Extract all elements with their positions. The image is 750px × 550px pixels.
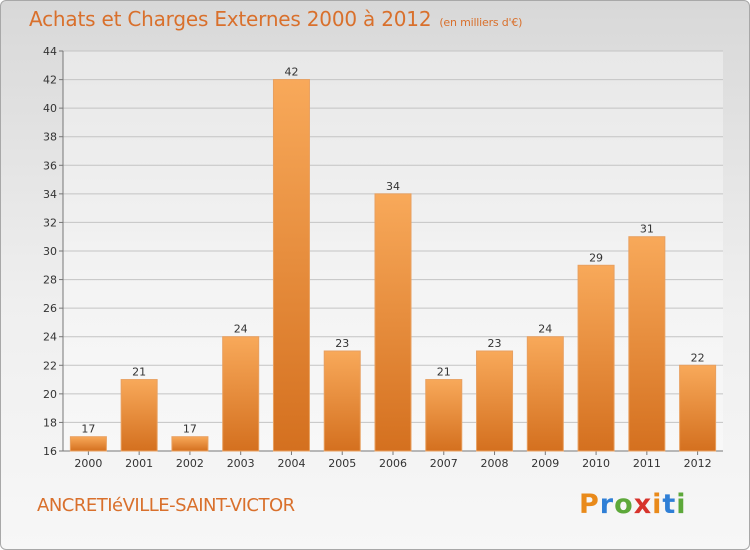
data-label: 21 xyxy=(132,366,146,379)
x-tick-label: 2012 xyxy=(684,457,712,470)
y-tick-label: 24 xyxy=(43,331,57,344)
logo-letter: i xyxy=(652,489,663,520)
data-label: 22 xyxy=(691,351,705,364)
logo-letter: t xyxy=(662,489,677,520)
data-label: 23 xyxy=(488,337,502,350)
bar xyxy=(374,193,412,452)
logo-letter: x xyxy=(633,489,653,520)
x-tick-label: 2010 xyxy=(582,457,610,470)
data-label: 34 xyxy=(386,180,400,193)
bar xyxy=(628,236,666,452)
data-label: 42 xyxy=(284,66,298,79)
bar xyxy=(577,264,615,452)
y-tick-label: 28 xyxy=(43,274,57,287)
title-text: Achats et Charges Externes 2000 à 2012 xyxy=(29,7,432,31)
bar xyxy=(425,379,463,452)
y-tick-label: 34 xyxy=(43,188,57,201)
x-tick-label: 2011 xyxy=(633,457,661,470)
logo-letter: o xyxy=(614,489,634,520)
chart-subtitle: (en milliers d'€) xyxy=(439,16,523,29)
data-label: 29 xyxy=(589,251,603,264)
x-tick-label: 2008 xyxy=(481,457,509,470)
bar xyxy=(323,350,361,452)
y-tick-label: 40 xyxy=(43,102,57,115)
data-label: 23 xyxy=(335,337,349,350)
bar xyxy=(272,79,310,452)
bar xyxy=(476,350,514,452)
y-tick-label: 38 xyxy=(43,131,57,144)
x-tick-label: 2007 xyxy=(430,457,458,470)
logo-letter: i xyxy=(676,489,687,520)
x-tick-label: 2006 xyxy=(379,457,407,470)
bar xyxy=(222,336,260,452)
logo-letter: r xyxy=(599,489,615,520)
logo-letter: P xyxy=(579,489,600,520)
y-tick-label: 30 xyxy=(43,245,57,258)
x-tick-label: 2003 xyxy=(227,457,255,470)
x-tick-label: 2005 xyxy=(328,457,356,470)
bar xyxy=(120,379,158,452)
data-label: 24 xyxy=(234,323,248,336)
bar xyxy=(171,436,209,452)
y-tick-label: 20 xyxy=(43,388,57,401)
data-label: 24 xyxy=(538,323,552,336)
bar xyxy=(679,364,717,452)
data-label: 17 xyxy=(183,423,197,436)
data-label: 31 xyxy=(640,223,654,236)
y-tick-label: 26 xyxy=(43,302,57,315)
data-label: 17 xyxy=(81,423,95,436)
data-label: 21 xyxy=(437,366,451,379)
x-tick-label: 2001 xyxy=(125,457,153,470)
data-labels: 17 21 17 24 42 23 34 21 23 24 29 31 22 xyxy=(81,66,704,436)
chart-title: Achats et Charges Externes 2000 à 2012 (e… xyxy=(29,7,522,31)
bars xyxy=(69,79,717,452)
bar xyxy=(526,336,564,452)
x-tick-label: 2004 xyxy=(277,457,305,470)
y-tick-label: 22 xyxy=(43,359,57,372)
commune-name: ANCRETIéVILLE-SAINT-VICTOR xyxy=(37,495,295,516)
x-tick-label: 2009 xyxy=(531,457,559,470)
y-tick-label: 32 xyxy=(43,216,57,229)
y-tick-label: 44 xyxy=(43,45,57,58)
bar xyxy=(69,436,107,452)
y-tick-label: 18 xyxy=(43,416,57,429)
y-tick-label: 16 xyxy=(43,445,57,458)
x-tick-label: 2000 xyxy=(74,457,102,470)
x-tick-label: 2002 xyxy=(176,457,204,470)
y-tick-label: 42 xyxy=(43,74,57,87)
proxiti-logo: Proxiti xyxy=(579,489,687,520)
y-tick-label: 36 xyxy=(43,159,57,172)
